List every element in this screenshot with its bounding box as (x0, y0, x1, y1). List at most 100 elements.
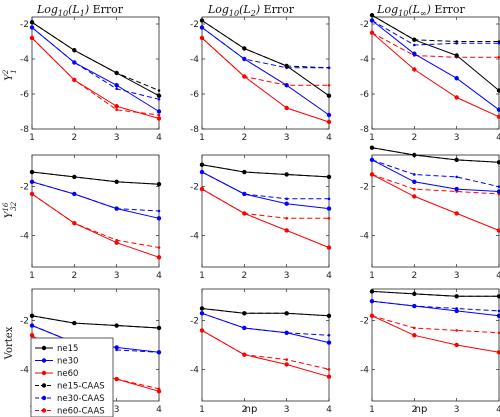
point-ne30 (326, 112, 332, 118)
point-ne60-CAAS (413, 326, 416, 330)
point-ne15 (114, 179, 119, 184)
point-ne60-CAAS (455, 329, 458, 332)
point-ne30 (284, 201, 289, 206)
y-tick-label: -4 (360, 231, 369, 241)
point-ne15 (156, 93, 162, 98)
point-ne60 (29, 191, 35, 197)
point-ne15 (369, 289, 375, 294)
series-line-ne15 (201, 308, 330, 317)
series-line-ne15 (31, 21, 160, 97)
point-ne30 (156, 350, 162, 355)
point-ne60-CAAS (285, 217, 288, 220)
point-ne30 (412, 179, 417, 184)
panel-r3-c2: 1 2 3 4 -4 -2 (190, 288, 332, 415)
legend-box (30, 337, 114, 417)
y-tick-label: -8 (20, 125, 29, 135)
x-tick-label: 1 (29, 133, 35, 143)
point-ne30 (242, 325, 247, 331)
x-tick-label: 4 (496, 133, 500, 143)
point-ne60 (496, 114, 500, 119)
point-ne15 (199, 162, 205, 167)
point-ne30 (114, 83, 119, 88)
point-ne30-CAAS (327, 66, 331, 70)
point-ne60 (369, 30, 375, 35)
point-ne60 (199, 186, 205, 192)
point-ne30-CAAS (285, 197, 288, 201)
row-label-1: Y21 (2, 69, 18, 81)
series-line-ne60-CAAS (371, 315, 500, 334)
point-ne60 (156, 255, 162, 260)
series-line-ne60 (371, 315, 500, 353)
x-tick-label: 4 (156, 271, 162, 281)
point-ne60-CAAS (497, 331, 500, 335)
point-ne30 (199, 25, 205, 30)
point-ne30 (72, 60, 77, 65)
point-ne30 (496, 107, 500, 112)
panel-r2-c1: 1 2 3 4 -4 -2 (20, 154, 162, 281)
point-ne60 (114, 376, 119, 382)
x-tick-label: 2 (411, 271, 417, 281)
plot-area (371, 16, 500, 130)
point-ne60-CAAS (115, 108, 118, 112)
point-ne30 (114, 345, 119, 350)
series-line-ne60 (201, 329, 330, 378)
y-tick-label: -4 (20, 55, 29, 65)
point-ne60 (284, 362, 289, 367)
plot-area (31, 16, 160, 130)
point-ne60 (412, 333, 417, 338)
x-tick-label: 1 (199, 271, 205, 281)
y-tick-label: -4 (360, 55, 369, 65)
x-tick-label: 2 (71, 133, 77, 143)
point-ne15 (326, 174, 332, 180)
row-label-3: Vortex (4, 326, 15, 360)
point-ne30-CAAS (497, 309, 500, 313)
point-ne15 (156, 182, 162, 187)
point-ne60 (284, 105, 289, 111)
legend-marker-ne30-CAAS (41, 395, 47, 401)
y-tick-label: -6 (360, 90, 369, 100)
legend-label-ne15-CAAS: ne15-CAAS (57, 382, 105, 392)
y-tick-label: -4 (360, 365, 369, 375)
y-tick-label: -2 (20, 20, 29, 30)
point-ne60 (72, 77, 77, 83)
y-tick-label: -4 (20, 231, 29, 241)
column-title-3: Log10(L∞) Error (376, 3, 465, 18)
point-ne15 (326, 93, 332, 98)
point-ne15 (199, 306, 205, 311)
panel-r1-c1: 1 2 3 4 -8 -6 -4 -2 (20, 16, 162, 143)
panel-r2-c2: 1 2 3 4 -4 -2 (190, 154, 332, 281)
point-ne60 (29, 333, 35, 338)
x-tick-label: 2 (71, 271, 77, 281)
point-ne30 (284, 330, 289, 336)
row-label-2: Y1632 (2, 201, 18, 218)
series-line-ne30 (371, 20, 500, 111)
legend-marker-ne60-CAAS (41, 408, 47, 413)
x-tick-label: 2 (241, 133, 247, 143)
point-ne60-CAAS (413, 187, 416, 191)
point-ne30-CAAS (413, 43, 416, 47)
point-ne15 (496, 294, 500, 299)
point-ne60 (369, 172, 375, 177)
point-ne60 (369, 313, 375, 318)
point-ne15 (412, 37, 417, 42)
series-line-ne60 (201, 188, 330, 248)
point-ne60 (29, 35, 35, 41)
point-ne30 (326, 340, 332, 345)
point-ne30 (199, 169, 205, 175)
y-tick-label: -2 (360, 183, 369, 193)
legend-marker-ne15 (41, 345, 47, 351)
series-line-ne60-CAAS (371, 174, 500, 195)
point-ne60 (412, 67, 417, 72)
point-ne15 (29, 20, 35, 25)
y-tick-label: -8 (360, 125, 369, 135)
series-line-ne30-CAAS (371, 300, 500, 312)
point-ne30 (29, 323, 35, 328)
y-tick-label: -2 (20, 183, 29, 193)
series-line-ne30-CAAS (371, 20, 499, 46)
x-tick-label: 4 (496, 271, 500, 281)
point-ne15 (29, 169, 35, 175)
y-tick-label: -2 (190, 317, 199, 327)
point-ne60 (326, 374, 332, 379)
series-line-ne60 (371, 174, 500, 231)
